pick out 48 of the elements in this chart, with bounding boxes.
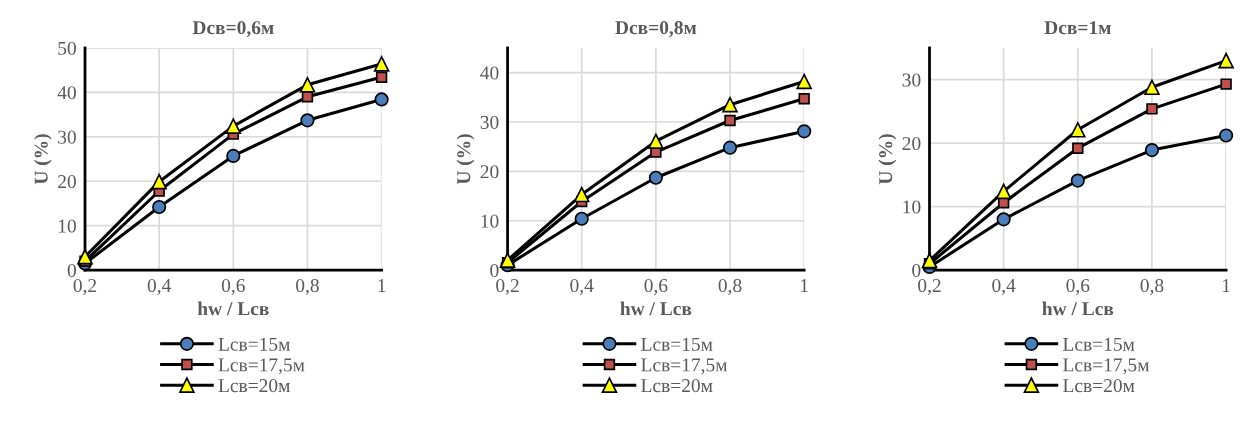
y-axis-title: U (%)	[34, 134, 52, 185]
legend-label: Lсв=17,5м	[1063, 358, 1150, 375]
x-axis-title: hw / Lсв	[197, 301, 269, 316]
x-tick-label: 1	[801, 279, 808, 292]
y-tick-label: 10	[481, 214, 499, 228]
y-tick-label: 20	[58, 175, 76, 189]
x-tick-label: 0,4	[992, 278, 1016, 295]
x-tick-label: 0,2	[918, 278, 941, 295]
y-tick-label: 30	[58, 130, 76, 144]
x-tick-label: 0,6	[644, 278, 668, 295]
y-tick-label: 40	[480, 66, 499, 80]
y-tick-label: 50	[58, 41, 76, 55]
y-tick-label: 0	[912, 263, 921, 278]
x-tick-label: 0,4	[147, 278, 172, 295]
y-tick-label: 40	[57, 86, 76, 100]
chart-title: Dсв=1м	[1044, 21, 1111, 35]
x-tick-label: 0,2	[73, 278, 97, 295]
legend-label: Lсв=15м	[641, 337, 713, 351]
x-tick-label: 0,8	[718, 278, 742, 295]
y-tick-label: 10	[58, 219, 76, 233]
y-tick-label: 20	[902, 136, 921, 151]
legend-label: Lсв=20м	[218, 379, 290, 393]
x-tick-label: 0,6	[221, 278, 245, 295]
x-tick-label: 0,4	[570, 278, 594, 295]
legend-label: Lсв=15м	[1063, 337, 1135, 351]
x-tick-label: 1	[378, 279, 386, 292]
legend-label: Lсв=15м	[218, 337, 290, 351]
legend-label: Lсв=20м	[1063, 379, 1135, 393]
chart-title: Dсв=0,8м	[615, 21, 697, 38]
x-tick-label: 0,2	[496, 278, 519, 295]
x-tick-label: 0,6	[1066, 278, 1090, 295]
x-axis-title: hw / Lсв	[1042, 301, 1114, 316]
y-tick-label: 10	[903, 200, 921, 214]
legend-label: Lсв=17,5м	[641, 358, 728, 375]
y-axis-title: U (%)	[878, 134, 897, 185]
x-tick-label: 0,8	[296, 278, 319, 295]
legend-label: Lсв=17,5м	[218, 358, 305, 375]
chart-title: Dсв=0,6м	[192, 21, 274, 38]
x-axis-title: hw / Lсв	[620, 301, 692, 316]
y-tick-label: 20	[480, 165, 499, 179]
x-tick-label: 0,8	[1140, 278, 1164, 295]
x-tick-label: 1	[1222, 279, 1230, 292]
y-tick-label: 30	[480, 115, 499, 129]
y-tick-label: 30	[902, 73, 921, 87]
y-tick-label: 0	[490, 263, 499, 278]
y-axis-title: U (%)	[456, 134, 475, 185]
legend-label: Lсв=20м	[641, 379, 713, 393]
y-tick-label: 0	[67, 263, 76, 278]
